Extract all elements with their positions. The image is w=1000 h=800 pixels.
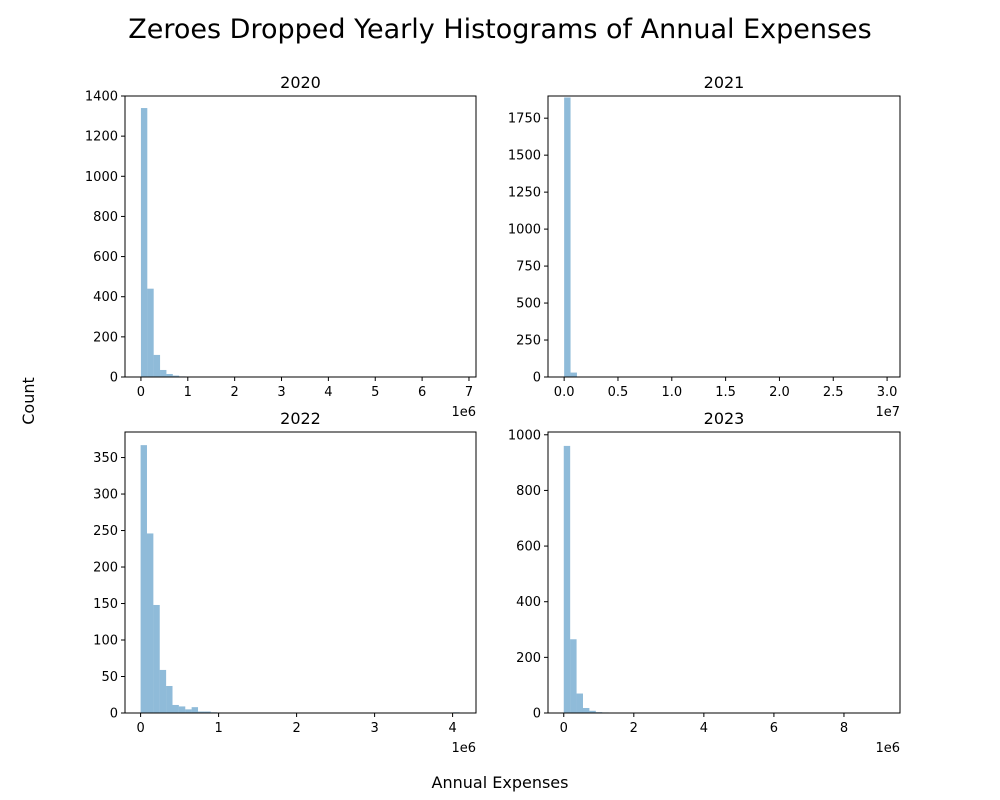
histogram-bar xyxy=(564,97,571,378)
histogram-bar xyxy=(147,288,154,377)
histogram-bar xyxy=(582,707,590,713)
x-tick-label: 1 xyxy=(184,385,192,400)
y-tick-label: 0 xyxy=(533,371,541,386)
x-tick-label: 0.0 xyxy=(554,385,575,400)
y-tick-label: 100 xyxy=(93,634,118,649)
subplot-2022: 2022 0 1 2 3 4 0 50 100 150 200 250 300 350 1e6 xyxy=(93,409,477,756)
y-tick-label: 400 xyxy=(93,290,118,305)
histogram-bar xyxy=(153,604,160,713)
y-tick-label: 50 xyxy=(101,670,118,685)
x-tick-label: 3 xyxy=(277,385,285,400)
histogram-bar xyxy=(576,693,583,713)
x-tick-label: 4 xyxy=(324,385,332,400)
x-tick-label: 2 xyxy=(292,721,300,736)
y-tick-label: 0 xyxy=(533,707,541,722)
y-tick-label: 1250 xyxy=(508,186,541,201)
x-tick-label: 0 xyxy=(136,721,144,736)
x-tick-label: 6 xyxy=(418,385,426,400)
figure-title: Zeroes Dropped Yearly Histograms of Annu… xyxy=(128,14,871,45)
subplot-2021: 2021 0.0 0.5 1.0 1.5 2.0 2.5 3.0 0 250 500 750 1000 1… xyxy=(508,73,901,420)
subplot-title: 2020 xyxy=(280,73,321,92)
histogram-bar xyxy=(140,108,148,378)
subplot-title: 2023 xyxy=(704,409,745,428)
figure-x-label: Annual Expenses xyxy=(432,773,569,792)
y-tick-label: 600 xyxy=(516,540,541,555)
y-tick-label: 1000 xyxy=(508,223,541,238)
x-tick-label: 2.5 xyxy=(823,385,844,400)
y-tick-label: 500 xyxy=(516,297,541,312)
x-tick-label: 2.0 xyxy=(769,385,790,400)
axes-frame xyxy=(124,95,477,378)
y-tick-label: 250 xyxy=(93,524,118,539)
x-tick-label: 0 xyxy=(137,385,145,400)
x-offset-label: 1e6 xyxy=(451,741,476,756)
x-offset-label: 1e7 xyxy=(875,405,900,420)
y-tick-label: 200 xyxy=(93,330,118,345)
y-tick-label: 0 xyxy=(110,371,118,386)
histogram-bar xyxy=(140,445,147,713)
subplot-title: 2022 xyxy=(280,409,321,428)
histogram-bar xyxy=(570,639,577,713)
y-tick-label: 0 xyxy=(110,707,118,722)
y-tick-label: 800 xyxy=(93,210,118,225)
y-tick-label: 300 xyxy=(93,488,118,503)
histogram-bar xyxy=(172,375,180,377)
y-tick-label: 1000 xyxy=(508,428,541,443)
x-offset-label: 1e6 xyxy=(875,741,900,756)
x-tick-label: 4 xyxy=(700,721,708,736)
y-tick-label: 1750 xyxy=(508,112,541,127)
x-tick-label: 2 xyxy=(630,721,638,736)
x-tick-label: 0.5 xyxy=(608,385,629,400)
y-tick-label: 250 xyxy=(516,334,541,349)
axes-frame xyxy=(124,431,477,714)
subplot-2020: 2020 0 1 2 3 4 5 6 7 0 200 400 600 800 1000 1200 1400 1e6 xyxy=(85,73,477,420)
subplot-title: 2021 xyxy=(704,73,745,92)
histogram-bar xyxy=(198,711,205,713)
histogram-bar xyxy=(160,369,167,377)
histogram-bar xyxy=(146,533,154,713)
y-tick-label: 350 xyxy=(93,451,118,466)
y-tick-label: 1500 xyxy=(508,149,541,164)
x-tick-label: 5 xyxy=(371,385,379,400)
x-tick-label: 1 xyxy=(214,721,222,736)
y-tick-label: 200 xyxy=(516,651,541,666)
y-tick-label: 1000 xyxy=(85,170,118,185)
y-tick-label: 200 xyxy=(93,561,118,576)
x-tick-label: 3.0 xyxy=(877,385,898,400)
x-tick-label: 2 xyxy=(231,385,239,400)
figure-y-label: Count xyxy=(19,377,38,425)
histogram-bar xyxy=(204,711,211,713)
histogram-bar xyxy=(153,354,161,377)
x-tick-label: 1.0 xyxy=(661,385,682,400)
y-tick-label: 1400 xyxy=(85,90,118,105)
axes-frame xyxy=(547,431,901,714)
histogram-bar xyxy=(589,710,596,713)
x-tick-label: 7 xyxy=(465,385,473,400)
y-tick-label: 750 xyxy=(516,260,541,275)
x-tick-label: 6 xyxy=(770,721,778,736)
histogram-bar xyxy=(570,372,577,377)
axes-frame xyxy=(547,95,901,378)
subplot-2023: 2023 0 2 4 6 8 0 200 400 600 800 1000 1e6 xyxy=(508,409,901,756)
histogram-bar xyxy=(159,669,167,713)
histogram-bar xyxy=(191,707,199,713)
y-tick-label: 1200 xyxy=(85,130,118,145)
x-tick-label: 3 xyxy=(370,721,378,736)
y-tick-label: 800 xyxy=(516,484,541,499)
y-tick-label: 600 xyxy=(93,250,118,265)
histogram-bar xyxy=(172,704,179,713)
x-tick-label: 1.5 xyxy=(715,385,736,400)
x-tick-label: 8 xyxy=(840,721,848,736)
x-tick-label: 4 xyxy=(448,721,456,736)
histogram-bar xyxy=(185,709,192,713)
histogram-bar xyxy=(563,445,571,713)
x-offset-label: 1e6 xyxy=(451,405,476,420)
y-tick-label: 150 xyxy=(93,597,118,612)
histogram-bar xyxy=(166,373,173,377)
histogram-bar xyxy=(166,685,173,713)
histogram-bar xyxy=(178,706,186,713)
x-tick-label: 0 xyxy=(560,721,568,736)
y-tick-label: 400 xyxy=(516,595,541,610)
